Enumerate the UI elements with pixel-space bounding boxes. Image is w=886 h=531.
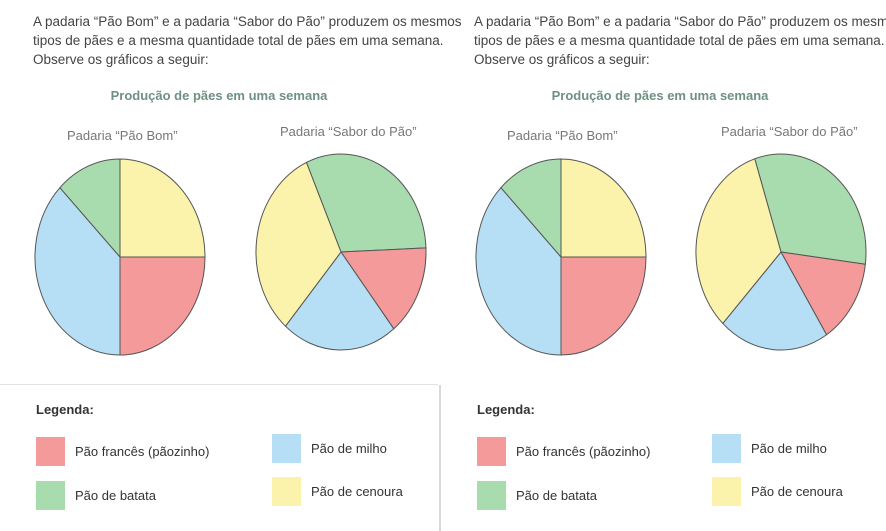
legend-item-milho: Pão de milho — [272, 434, 387, 463]
pie-chart-sabor-do-pao — [695, 153, 867, 351]
intro-line-3: Observe os gráficos a seguir: — [474, 52, 650, 67]
pie-slice-batata — [59, 158, 121, 258]
legend-label-batata: Pão de batata — [516, 488, 597, 503]
pie-slice-frances — [780, 251, 866, 336]
intro-text: A padaria “Pão Bom” e a padaria “Sabor d… — [33, 12, 462, 69]
legend-swatch-batata — [36, 481, 65, 510]
intro-line-3: Observe os gráficos a seguir: — [33, 52, 209, 67]
legend-label-batata: Pão de batata — [75, 488, 156, 503]
divider-line — [0, 384, 438, 385]
pie-label-sabor-do-pao: Padaria “Sabor do Pão” — [721, 124, 858, 139]
legend-item-frances: Pão francês (pãozinho) — [36, 437, 209, 466]
pie-slice-batata — [305, 153, 427, 253]
intro-line-2: tipos de pães e a mesma quantidade total… — [33, 33, 444, 48]
pie-slice-milho — [284, 251, 395, 351]
pie-label-sabor-do-pao: Padaria “Sabor do Pão” — [280, 124, 417, 139]
legend-item-batata: Pão de batata — [477, 481, 597, 510]
pie-slice-cenoura — [560, 158, 647, 258]
pie-slice-cenoura — [119, 158, 206, 258]
pie-slice-frances — [340, 247, 427, 330]
legend-swatch-frances — [36, 437, 65, 466]
legend-label-frances: Pão francês (pãozinho) — [516, 444, 651, 459]
panel-left: A padaria “Pão Bom” e a padaria “Sabor d… — [0, 0, 462, 531]
pie-slice-batata — [500, 158, 562, 258]
pie-label-pao-bom: Padaria “Pão Bom” — [507, 128, 618, 143]
legend-swatch-batata — [477, 481, 506, 510]
pie-slice-frances — [119, 256, 206, 356]
intro-line-1: A padaria “Pão Bom” e a padaria “Sabor d… — [474, 14, 886, 29]
chart-title: Produção de pães em uma semana — [551, 88, 769, 103]
intro-line-1: A padaria “Pão Bom” e a padaria “Sabor d… — [33, 14, 462, 29]
pie-slice-cenoura — [695, 158, 782, 324]
chart-title: Produção de pães em uma semana — [110, 88, 328, 103]
legend-label-cenoura: Pão de cenoura — [751, 484, 843, 499]
pie-slice-milho — [34, 187, 121, 356]
legend-item-milho: Pão de milho — [712, 434, 827, 463]
pie-slice-batata — [754, 153, 867, 265]
legend-title: Legenda: — [36, 402, 94, 417]
legend-title: Legenda: — [477, 402, 535, 417]
legend-swatch-milho — [272, 434, 301, 463]
legend-swatch-cenoura — [712, 477, 741, 506]
pie-label-pao-bom: Padaria “Pão Bom” — [67, 128, 178, 143]
pie-chart-sabor-do-pao — [255, 153, 427, 351]
pie-slice-milho — [722, 251, 828, 351]
legend-swatch-frances — [477, 437, 506, 466]
intro-text: A padaria “Pão Bom” e a padaria “Sabor d… — [474, 12, 886, 69]
legend-swatch-cenoura — [272, 477, 301, 506]
pie-chart-pao-bom — [34, 158, 206, 356]
legend-swatch-milho — [712, 434, 741, 463]
legend-item-frances: Pão francês (pãozinho) — [477, 437, 650, 466]
legend-label-cenoura: Pão de cenoura — [311, 484, 403, 499]
pie-chart-pao-bom — [475, 158, 647, 356]
legend-item-cenoura: Pão de cenoura — [272, 477, 403, 506]
pie-slice-milho — [475, 187, 562, 356]
panel-right: A padaria “Pão Bom” e a padaria “Sabor d… — [441, 0, 886, 531]
legend-label-frances: Pão francês (pãozinho) — [75, 444, 210, 459]
legend-label-milho: Pão de milho — [311, 441, 387, 456]
panel-divider — [439, 385, 441, 531]
legend-label-milho: Pão de milho — [751, 441, 827, 456]
pie-slice-frances — [560, 256, 647, 356]
legend-item-cenoura: Pão de cenoura — [712, 477, 843, 506]
intro-line-2: tipos de pães e a mesma quantidade total… — [474, 33, 885, 48]
legend-item-batata: Pão de batata — [36, 481, 156, 510]
pie-slice-cenoura — [255, 161, 342, 327]
